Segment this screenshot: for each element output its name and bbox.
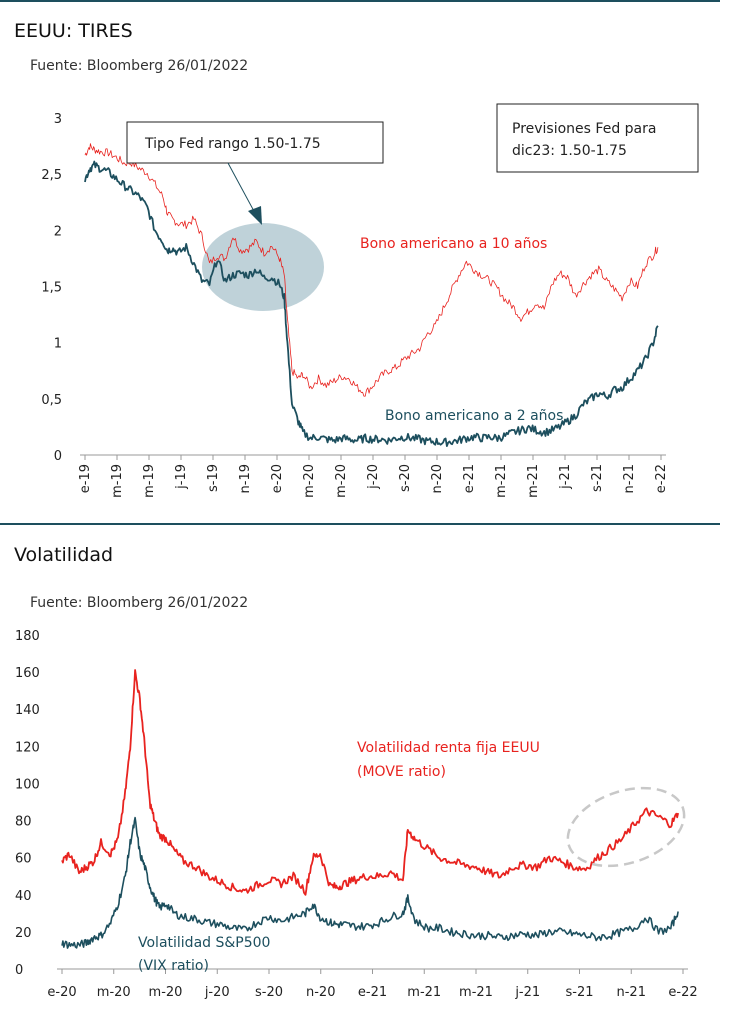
x-tick-label: m-20 [302,464,317,498]
y-tick-label: 140 [15,703,40,718]
y-tick-label: 60 [15,852,32,867]
x-tick-label: s-21 [590,464,605,492]
top-rule [0,0,720,2]
x-tick-label: m-19 [142,464,157,498]
y-tick-label: 3 [54,112,62,127]
y-tick-label: 1 [54,337,62,352]
x-tick-label: j-21 [558,464,573,490]
x-tick-label: m-19 [110,464,125,498]
x-tick-label: n-19 [238,464,253,493]
x-tick-label: m-20 [334,464,349,498]
y-tick-label: 1,5 [41,281,62,296]
x-tick-label: s-21 [565,985,593,1000]
x-tick-label: m-21 [407,985,441,1000]
x-tick-label: e-19 [78,464,93,493]
series-line-0 [84,143,659,397]
highlight-ellipse [202,223,324,311]
x-tick-label: j-21 [514,985,540,1000]
series-line-0 [61,669,679,896]
annotation-arrow-line [227,162,256,214]
annotation-box-fed [126,121,384,164]
y-tick-label: 0,5 [41,393,62,408]
y-tick-label: 2,5 [41,168,62,183]
annotation-arrow-head [248,206,262,225]
series-label-vix-1: Volatilidad S&P500 [138,935,270,951]
annotation-text-fed: Tipo Fed rango 1.50-1.75 [144,136,321,152]
x-tick-label: n-20 [306,985,335,1000]
series-line-1 [61,816,679,949]
annotation-box-forecast [496,103,699,173]
y-tick-label: 40 [15,889,32,904]
x-tick-label: j-20 [366,464,381,490]
x-tick-label: e-21 [462,464,477,493]
series-label-move-2: (MOVE ratio) [357,764,446,780]
y-tick-label: 100 [15,777,40,792]
annotation-text-forecast-1: Previsiones Fed para [512,121,656,137]
series-label-10y: Bono americano a 10 años [360,236,547,252]
panel2-source: Fuente: Bloomberg 26/01/2022 [30,595,249,611]
x-tick-label: m-20 [149,985,183,1000]
panel1-source: Fuente: Bloomberg 26/01/2022 [30,58,249,74]
middle-rule [0,523,720,525]
x-tick-label: m-21 [494,464,509,498]
series-label-vix-2: (VIX ratio) [138,958,209,974]
y-tick-label: 20 [15,926,32,941]
x-tick-label: j-19 [174,464,189,490]
panel2-title: Volatilidad [14,544,114,566]
x-tick-label: s-20 [255,985,283,1000]
tires-chart: 0 0,5 1 1,5 2 2,5 3 e-19 m-19 m-19 j-19 s-19 n-19 e-2… [41,103,699,498]
y-tick-label: 2 [54,224,62,239]
trend-dashed-ellipse [566,786,686,868]
x-tick-label: m-21 [526,464,541,498]
x-tick-label: j-20 [204,985,230,1000]
y-tick-label: 0 [15,963,23,978]
x-tick-label: m-21 [459,985,493,1000]
x-tick-label: n-20 [430,464,445,493]
x-tick-label: s-20 [398,464,413,492]
x-tick-label: n-21 [622,464,637,493]
series-label-2y: Bono americano a 2 años [385,408,563,424]
y-tick-label: 180 [15,629,40,644]
panel1-title: EEUU: TIRES [14,20,133,42]
x-tick-label: e-22 [668,985,697,1000]
x-tick-label: n-21 [617,985,646,1000]
x-tick-label: e-20 [47,985,76,1000]
annotation-text-forecast-2: dic23: 1.50-1.75 [512,143,627,159]
y-tick-label: 80 [15,815,32,830]
y-tick-label: 0 [54,449,62,464]
series-line-1 [84,160,659,447]
y-tick-label: 120 [15,740,40,755]
x-tick-label: e-22 [654,464,669,493]
series-label-move-1: Volatilidad renta fija EEUU [357,740,540,756]
x-tick-label: e-20 [270,464,285,493]
x-tick-label: e-21 [358,985,387,1000]
x-tick-label: m-20 [97,985,131,1000]
x-tick-label: s-19 [206,464,221,492]
y-tick-label: 160 [15,666,40,681]
